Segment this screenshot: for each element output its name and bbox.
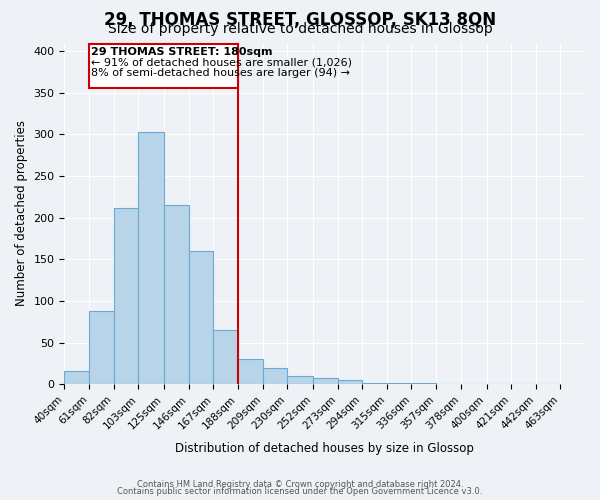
Text: 29 THOMAS STREET: 180sqm: 29 THOMAS STREET: 180sqm bbox=[91, 46, 273, 56]
Y-axis label: Number of detached properties: Number of detached properties bbox=[15, 120, 28, 306]
Bar bbox=[113, 208, 138, 384]
Bar bbox=[214, 330, 238, 384]
Text: ← 91% of detached houses are smaller (1,026): ← 91% of detached houses are smaller (1,… bbox=[91, 58, 352, 68]
X-axis label: Distribution of detached houses by size in Glossop: Distribution of detached houses by size … bbox=[175, 442, 474, 455]
Bar bbox=[313, 378, 338, 384]
Text: 8% of semi-detached houses are larger (94) →: 8% of semi-detached houses are larger (9… bbox=[91, 68, 350, 78]
Bar bbox=[338, 380, 362, 384]
Bar bbox=[238, 360, 263, 384]
Bar bbox=[164, 205, 188, 384]
Bar bbox=[188, 251, 214, 384]
Bar bbox=[89, 311, 113, 384]
Text: Contains public sector information licensed under the Open Government Licence v3: Contains public sector information licen… bbox=[118, 487, 482, 496]
Bar bbox=[287, 376, 313, 384]
Bar bbox=[362, 382, 387, 384]
Bar bbox=[387, 382, 412, 384]
Text: Contains HM Land Registry data © Crown copyright and database right 2024.: Contains HM Land Registry data © Crown c… bbox=[137, 480, 463, 489]
Bar bbox=[64, 371, 89, 384]
FancyBboxPatch shape bbox=[89, 44, 238, 88]
Text: 29, THOMAS STREET, GLOSSOP, SK13 8QN: 29, THOMAS STREET, GLOSSOP, SK13 8QN bbox=[104, 11, 496, 29]
Text: Size of property relative to detached houses in Glossop: Size of property relative to detached ho… bbox=[107, 22, 493, 36]
Bar bbox=[138, 132, 164, 384]
Bar bbox=[263, 368, 287, 384]
